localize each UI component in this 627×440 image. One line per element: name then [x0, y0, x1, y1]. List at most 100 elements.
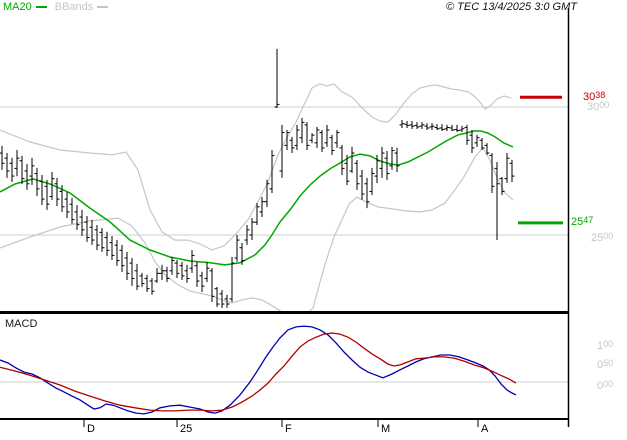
ohlc-bar [174, 260, 180, 278]
price-label-3: 2500 [591, 231, 614, 244]
legend-item-ma20: MA20 [3, 2, 49, 13]
ohlc-bar [184, 264, 190, 283]
ohlc-bar [134, 263, 140, 290]
ohlc-bar [384, 150, 390, 180]
macd-label-0: 100 [597, 339, 614, 352]
ohlc-bar [54, 177, 60, 207]
ohlc-bar [94, 224, 100, 251]
ohlc-bar [84, 216, 90, 242]
ohlc-bar [164, 266, 170, 283]
ohlc-bar [404, 121, 410, 128]
ohlc-bar [509, 159, 515, 182]
ohlc-bar [499, 176, 505, 196]
ohlc-bar [199, 271, 205, 293]
ohlc-bar [34, 167, 40, 197]
ohlc-bar [454, 124, 460, 133]
ohlc-bar [504, 153, 510, 183]
chart-legend: MA20 BBands [3, 2, 116, 14]
ohlc-bar [464, 124, 470, 145]
ohlc-bar [44, 179, 50, 210]
ohlc-bar [59, 185, 65, 212]
macd-panel [0, 325, 568, 415]
ohlc-bar [154, 267, 160, 283]
ohlc-bar [484, 143, 490, 155]
ohlc-bar [399, 120, 405, 128]
x-axis-label-4: A [481, 423, 489, 435]
ohlc-bar [124, 251, 130, 280]
ohlc-bar [309, 133, 315, 144]
macd-label-2: 000 [597, 379, 614, 392]
price-label-0: 3038 [583, 90, 606, 103]
price-panel [0, 48, 568, 311]
ohlc-bar [374, 154, 380, 183]
ohlc-bar [319, 130, 325, 153]
legend-ma20-label: MA20 [3, 1, 32, 13]
ohlc-bar [79, 209, 85, 236]
ohlc-bar [254, 202, 260, 225]
macd-panel-label: MACD [5, 318, 38, 330]
ohlc-bar [394, 147, 400, 172]
price-label-2: 2547 [571, 215, 594, 228]
ohlc-bar [69, 197, 75, 224]
legend-bbands-label: BBands [54, 1, 94, 13]
ohlc-bar [329, 134, 335, 155]
ohlc-bar [279, 124, 285, 178]
ohlc-bar [0, 145, 5, 170]
copyright-timestamp: © TEC 13/4/2025 3:0 GMT [446, 1, 577, 13]
ohlc-bar [369, 167, 375, 196]
ohlc-bar [29, 157, 35, 186]
bb-lower-line [0, 146, 514, 311]
ohlc-bar [284, 130, 290, 150]
ohlc-bar [414, 122, 420, 129]
ohlc-bar [289, 136, 295, 154]
ohlc-bar [274, 48, 280, 109]
ohlc-bar [89, 219, 95, 245]
ohlc-bar [474, 134, 480, 147]
ohlc-bar [314, 126, 320, 148]
ohlc-bar [249, 218, 255, 241]
ohlc-bar [9, 157, 15, 182]
ohlc-bar [119, 244, 125, 273]
ohlc-bar [14, 149, 20, 177]
ma20-line [0, 130, 514, 266]
ohlc-bar [189, 250, 195, 273]
ohlc-bar [359, 169, 365, 200]
x-axis-label-2: F [285, 423, 292, 435]
bbands-line-swatch-icon [97, 6, 109, 9]
ohlc-bar [169, 256, 175, 275]
ohlc-bar [304, 122, 310, 150]
ohlc-bar [269, 149, 275, 193]
ohlc-bar [109, 235, 115, 261]
ohlc-bar [334, 130, 340, 148]
ohlc-bar [364, 177, 370, 209]
ohlc-bar [424, 123, 430, 131]
ohlc-bar [389, 146, 395, 170]
ohlc-bar [74, 204, 80, 230]
signal-line [0, 332, 517, 412]
price-label-1: 3000 [587, 100, 610, 113]
ohlc-bar [489, 153, 495, 193]
ohlc-bar [19, 155, 25, 185]
ohlc-bar [209, 267, 215, 302]
ohlc-bar [434, 124, 440, 131]
ma20-line-swatch-icon [35, 6, 47, 9]
x-axis-label-3: M [381, 423, 391, 435]
macd-line [0, 325, 517, 415]
bb-upper-line [0, 83, 512, 251]
ohlc-bar [479, 137, 485, 150]
ohlc-bar [449, 124, 455, 132]
ohlc-bar [429, 123, 435, 131]
ohlc-bar [349, 146, 355, 174]
ohlc-bar [469, 130, 475, 154]
ohlc-bar [24, 164, 30, 190]
ohlc-bar [439, 124, 445, 132]
ohlc-bar [219, 289, 225, 308]
ohlc-bar [159, 264, 165, 280]
ohlc-bar [179, 261, 185, 280]
ohlc-bar [444, 124, 450, 132]
ohlc-bar [224, 294, 230, 308]
ohlc-bar [259, 197, 265, 218]
ohlc-bar [239, 242, 245, 265]
